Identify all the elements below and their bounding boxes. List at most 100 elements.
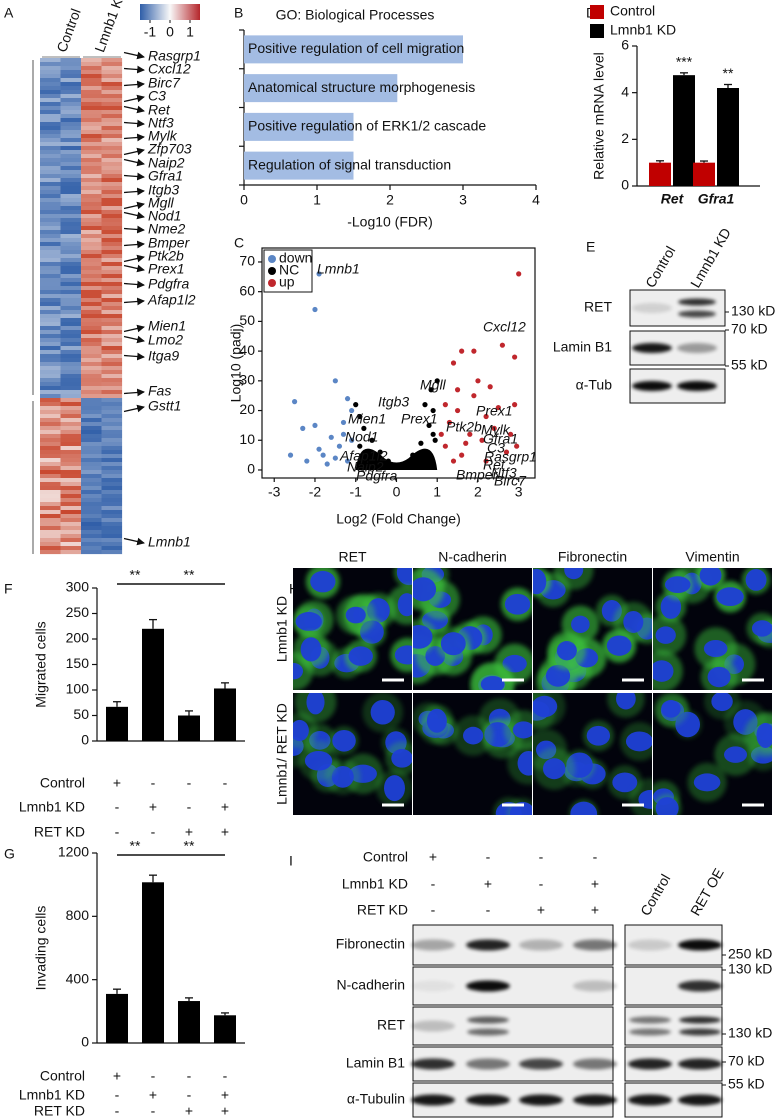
- gene-arrow: [123, 187, 145, 196]
- x-tick-label: 1: [433, 484, 441, 500]
- heatmap-cell: [60, 258, 82, 263]
- heatmap-cell: [81, 510, 102, 515]
- row-label: Lmnb1 KD: [274, 596, 290, 662]
- x-tick-label: 2: [474, 484, 482, 500]
- nucleus: [699, 568, 722, 586]
- heatmap-cell: [60, 462, 82, 467]
- heatmap-cell: [60, 234, 82, 239]
- condition-sign: -: [539, 849, 544, 865]
- data-point: [369, 437, 375, 443]
- nucleus: [745, 569, 767, 591]
- point-annotation: Mien1: [348, 411, 386, 427]
- heatmap-cell: [101, 178, 123, 183]
- error-bar: [221, 682, 229, 689]
- heatmap-cell: [81, 454, 102, 459]
- gene-label: Nme2: [148, 221, 186, 237]
- heatmap-cell: [40, 142, 61, 147]
- heatmap-cell: [40, 242, 61, 247]
- nucleus: [655, 797, 679, 815]
- heatmap-cell: [60, 318, 82, 323]
- micrograph: [653, 693, 772, 815]
- bar: [178, 715, 200, 741]
- y-axis-label: Migrated cells: [33, 621, 49, 707]
- heatmap-cell: [81, 154, 102, 159]
- heatmap-cell: [81, 398, 102, 403]
- heatmap-cell: [60, 338, 82, 343]
- heatmap-cell: [40, 126, 61, 131]
- heatmap-cell: [40, 198, 61, 203]
- heatmap-cell: [101, 458, 123, 463]
- heatmap-cell: [60, 314, 82, 319]
- heatmap-cell: [60, 310, 82, 315]
- y-tick-label: 20: [239, 401, 255, 417]
- heatmap-cell: [101, 362, 123, 367]
- y-tick-label: 6: [621, 37, 629, 53]
- heatmap-cell: [81, 62, 102, 67]
- heatmap-cell: [101, 210, 123, 215]
- heatmap-cell: [101, 370, 123, 375]
- heatmap-cell: [60, 106, 82, 111]
- heatmap-cell: [60, 98, 82, 103]
- heatmap-cell: [101, 530, 123, 535]
- heatmap-cell: [101, 218, 123, 223]
- heatmap-cell: [101, 538, 123, 543]
- condition-sign: +: [149, 1087, 157, 1103]
- heatmap-cell: [101, 546, 123, 551]
- data-point: [418, 440, 424, 446]
- heatmap-cell: [101, 86, 123, 91]
- condition-sign: -: [151, 775, 156, 791]
- significance: **: [184, 838, 195, 854]
- heatmap-cell: [101, 466, 123, 471]
- heatmap-cell: [40, 402, 61, 407]
- nucleus: [306, 693, 325, 715]
- heatmap-cell: [40, 454, 61, 459]
- gene-label: Pdgfra: [148, 276, 189, 292]
- condition-sign: -: [187, 1068, 192, 1084]
- blot-band: [628, 1058, 672, 1070]
- data-point: [353, 402, 359, 408]
- heatmap-cell: [101, 258, 123, 263]
- heatmap-cell: [81, 482, 102, 487]
- heatmap-cell: [81, 402, 102, 407]
- heatmap-cell: [81, 526, 102, 531]
- condition-sign: +: [429, 849, 437, 865]
- nucleus: [504, 593, 531, 615]
- colorbar-tick-label: 1: [186, 24, 194, 40]
- y-tick-label: 150: [66, 655, 90, 671]
- heatmap-cell: [60, 414, 82, 419]
- error-bar: [185, 997, 193, 1002]
- error-bar: [656, 160, 664, 163]
- heatmap-cell: [81, 514, 102, 519]
- data-point: [454, 387, 461, 393]
- heatmap-cell: [40, 134, 61, 139]
- heatmap-cell: [60, 466, 82, 471]
- gene-arrow: [123, 324, 145, 333]
- nucleus: [413, 624, 433, 649]
- legend-swatch: [268, 267, 276, 275]
- heatmap-cell: [81, 450, 102, 455]
- heatmap-cell: [60, 150, 82, 155]
- heatmap-cell: [40, 506, 61, 511]
- heatmap-cell: [101, 74, 123, 79]
- condition-sign: -: [187, 1087, 192, 1103]
- nucleus: [502, 654, 527, 673]
- colorbar: [140, 4, 200, 20]
- data-point: [340, 431, 347, 437]
- heatmap-cell: [40, 430, 61, 435]
- heatmap-cell: [60, 490, 82, 495]
- blot-band: [411, 1020, 455, 1032]
- heatmap-cell: [40, 210, 61, 215]
- heatmap-cell: [81, 550, 102, 555]
- heatmap-cell: [40, 246, 61, 251]
- heatmap-cell: [81, 486, 102, 491]
- legend-label: up: [279, 274, 295, 290]
- heatmap-cell: [81, 498, 102, 503]
- heatmap-cell: [60, 390, 82, 395]
- heatmap-cell: [40, 414, 61, 419]
- significance: **: [130, 838, 141, 854]
- nucleus: [440, 632, 466, 656]
- legend-swatch: [590, 24, 604, 38]
- micrograph: [413, 568, 532, 690]
- heatmap-cell: [40, 330, 61, 335]
- panel-label: B: [234, 5, 243, 21]
